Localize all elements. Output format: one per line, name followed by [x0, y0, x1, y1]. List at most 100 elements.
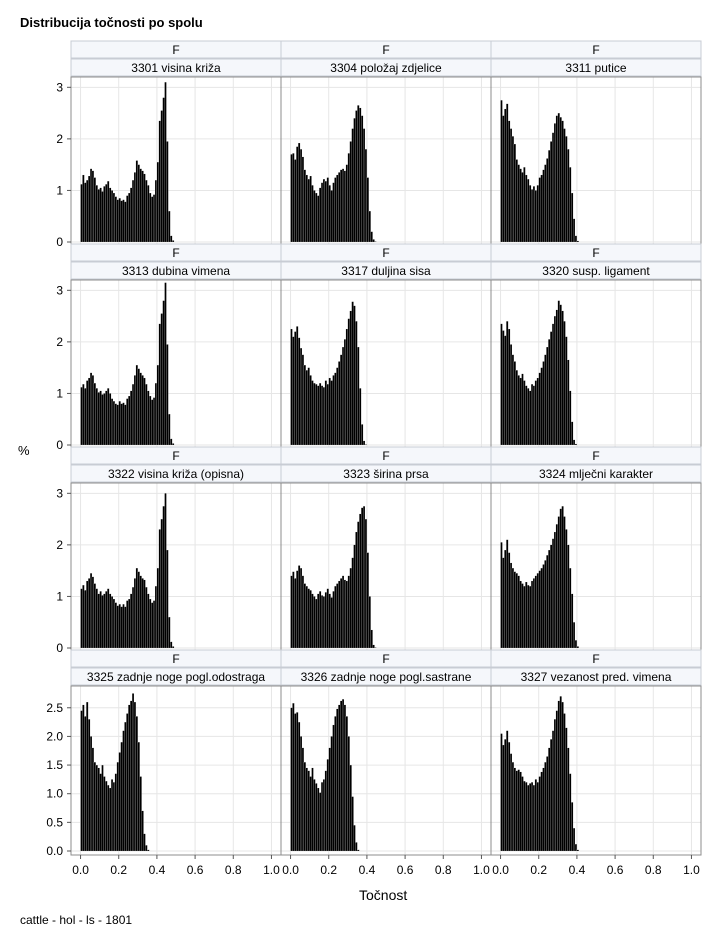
- histogram-bar: [118, 604, 121, 649]
- histogram-bar: [343, 170, 346, 243]
- histogram-bar: [143, 579, 146, 649]
- histogram-bar: [576, 849, 579, 852]
- histogram-bar: [368, 210, 371, 243]
- histogram-bar: [292, 153, 295, 243]
- histogram-bar: [93, 762, 96, 852]
- histogram-bar: [139, 575, 142, 649]
- histogram-bar: [111, 398, 114, 446]
- histogram-bar: [139, 776, 142, 852]
- histogram-bar: [531, 580, 534, 649]
- footnote: cattle - hol - ls - 1801: [20, 913, 133, 927]
- histogram-bar: [95, 764, 98, 852]
- panel-title: 3325 zadnje noge pogl.odostraga: [87, 670, 265, 684]
- histogram-bar: [521, 373, 524, 446]
- histogram-bar: [340, 700, 343, 852]
- histogram-bar: [504, 108, 507, 243]
- histogram-bar: [511, 568, 514, 649]
- histogram-bar: [347, 318, 350, 446]
- histogram-bar: [91, 170, 94, 243]
- histogram-bar: [307, 367, 310, 446]
- histogram-bar: [133, 578, 136, 649]
- histogram-bar: [130, 390, 133, 446]
- histogram-bar: [357, 346, 360, 446]
- histogram-bar: [128, 395, 131, 446]
- histogram-bar: [544, 354, 547, 446]
- histogram-bar: [84, 716, 87, 852]
- histogram-bar: [91, 576, 94, 649]
- histogram-bar: [510, 753, 513, 852]
- histogram-bar: [313, 596, 316, 649]
- y-tick-label: 3: [56, 486, 63, 500]
- panel-row-label: F: [382, 246, 389, 260]
- histogram-bar: [349, 764, 352, 852]
- histogram-bar: [565, 336, 568, 446]
- histogram-bar: [309, 776, 312, 852]
- histogram-bar: [300, 568, 303, 649]
- histogram-bar: [374, 647, 377, 649]
- histogram-bar: [343, 704, 346, 852]
- histogram-bar: [168, 210, 171, 243]
- histogram-bar: [303, 169, 306, 243]
- histogram-bar: [143, 173, 146, 243]
- histogram-bar: [500, 100, 503, 243]
- histogram-bar: [557, 516, 560, 649]
- histogram-bar: [504, 739, 507, 852]
- x-tick-label: 0.0: [282, 863, 299, 877]
- histogram-bar: [555, 710, 558, 852]
- histogram-bar: [324, 380, 327, 446]
- histogram-bar: [290, 707, 293, 852]
- histogram-bar: [546, 346, 549, 446]
- histogram-bar: [357, 105, 360, 243]
- x-tick-label: 0.4: [149, 863, 166, 877]
- histogram-bar: [84, 590, 87, 649]
- histogram-bar: [552, 730, 555, 852]
- histogram-bar: [561, 701, 564, 852]
- histogram-bar: [563, 128, 566, 243]
- histogram-bar: [536, 782, 539, 852]
- histogram-bar: [107, 181, 110, 243]
- histogram-bar: [103, 593, 106, 649]
- histogram-bar: [506, 730, 509, 852]
- histogram-bar: [80, 588, 83, 649]
- histogram-bar: [571, 421, 574, 446]
- histogram-bar: [569, 167, 572, 243]
- histogram-bar: [158, 529, 161, 649]
- histogram-bar: [336, 708, 339, 852]
- histogram-bar: [515, 159, 518, 243]
- histogram-bar: [82, 174, 85, 243]
- histogram-bar: [340, 578, 343, 649]
- histogram-bar: [303, 583, 306, 649]
- histogram-bar: [326, 759, 329, 852]
- histogram-bar: [336, 583, 339, 649]
- histogram-bar: [359, 388, 362, 446]
- histogram-bar: [508, 552, 511, 649]
- histogram-bar: [355, 842, 358, 852]
- histogram-bar: [332, 591, 335, 649]
- x-tick-label: 0.0: [492, 863, 509, 877]
- histogram-bar: [559, 696, 562, 852]
- histogram-bar: [527, 179, 530, 243]
- histogram-bar: [154, 383, 157, 446]
- histogram-bar: [109, 393, 112, 446]
- histogram-bar: [133, 172, 136, 243]
- histogram-bar: [508, 328, 511, 446]
- histogram-bar: [567, 149, 570, 243]
- histogram-bar: [145, 587, 148, 649]
- histogram-bar: [164, 493, 167, 649]
- histogram-bar: [322, 387, 325, 446]
- histogram-bar: [112, 782, 115, 852]
- histogram-bar: [345, 580, 348, 649]
- histogram-bar: [307, 770, 310, 852]
- histogram-bar: [525, 385, 528, 446]
- x-tick-label: 0.6: [397, 863, 414, 877]
- histogram-bar: [546, 158, 549, 243]
- histogram-bar: [340, 169, 343, 243]
- panel-title: 3323 širina prsa: [343, 467, 429, 481]
- y-tick-label: 3: [56, 283, 63, 297]
- histogram-bar: [364, 519, 367, 649]
- histogram-bar: [301, 747, 304, 852]
- histogram-bar: [86, 580, 89, 649]
- histogram-bar: [101, 394, 104, 446]
- histogram-bar: [521, 583, 524, 649]
- histogram-bar: [91, 747, 94, 852]
